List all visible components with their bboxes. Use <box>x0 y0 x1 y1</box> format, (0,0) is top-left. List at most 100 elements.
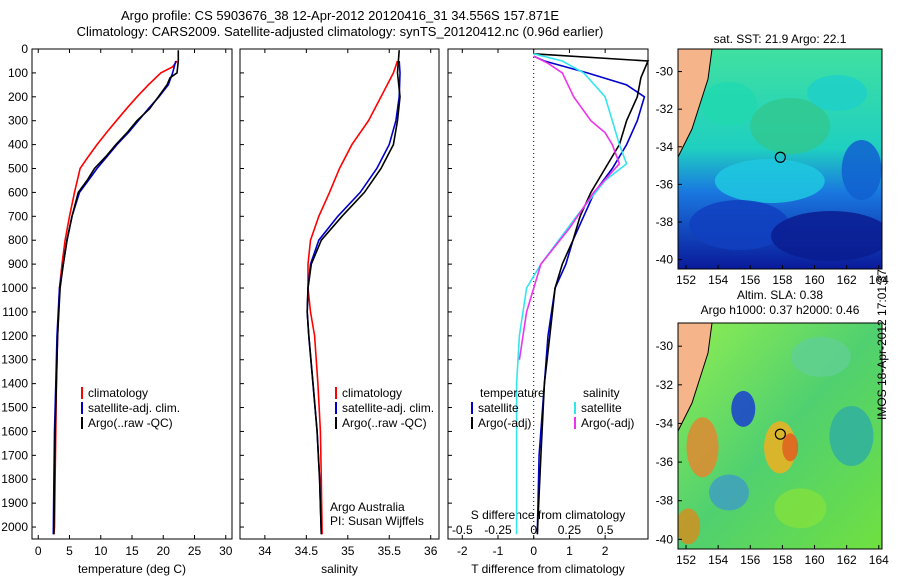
legend-entry: Argo(-adj) <box>478 416 531 430</box>
map-feature <box>750 98 831 154</box>
x-axis-label: temperature (deg C) <box>78 562 186 576</box>
map-x-tick-label: 162 <box>837 273 857 287</box>
timestamp-side-text: IMOS 18-Apr-2012 17:01:37 <box>875 269 889 420</box>
series-line-salinity-argo-adj- <box>518 55 621 360</box>
map-y-tick-label: -32 <box>656 378 674 392</box>
legend-entry: climatology <box>88 386 148 400</box>
y-tick-label: 1300 <box>1 353 28 367</box>
legend-title: salinity <box>583 386 620 400</box>
legend-entry: climatology <box>342 386 402 400</box>
map-y-tick-label: -34 <box>656 416 674 430</box>
y-tick-label: 200 <box>8 90 28 104</box>
y-tick-label: 2000 <box>1 520 28 534</box>
x-tick-label: 36 <box>424 544 438 558</box>
y-tick-label: 1800 <box>1 472 28 486</box>
y-tick-label: 1000 <box>1 281 28 295</box>
y-tick-label: 1100 <box>2 305 28 319</box>
map-y-tick-label: -38 <box>656 494 674 508</box>
map-field <box>678 49 882 269</box>
legend-entry: satellite <box>581 401 622 415</box>
map-feature <box>731 390 756 427</box>
x-tick-label: 0 <box>530 544 537 558</box>
map-y-tick-label: -40 <box>656 253 674 267</box>
map-x-tick-label: 154 <box>708 273 728 287</box>
y-tick-label: 1900 <box>1 496 28 510</box>
y-tick-label: 1500 <box>1 401 28 415</box>
panel-salinity: 34 34.5 35 35.5 36 salinity climatologysatelli… <box>239 48 440 576</box>
series-line-argo-raw-qc- <box>53 50 180 535</box>
map-feature <box>807 75 868 111</box>
x-tick-label: 34.5 <box>295 544 319 558</box>
x-tick-label: 15 <box>125 544 139 558</box>
map-feature <box>782 433 799 462</box>
map-feature <box>790 336 851 377</box>
map-y-tick-label: -36 <box>656 455 674 469</box>
x-tick-label: 5 <box>66 544 73 558</box>
legend-entry: Argo(-adj) <box>581 416 634 430</box>
map-y-tick-label: -40 <box>656 532 674 546</box>
map-y-tick-label: -30 <box>656 339 674 353</box>
map-feature <box>841 140 882 200</box>
series-line-climatology <box>307 60 399 535</box>
y-tick-label: 1400 <box>1 377 28 391</box>
map-y-tick-label: -38 <box>656 215 674 229</box>
x-axis-label: T difference from climatology <box>471 562 625 576</box>
land-mass <box>678 323 713 432</box>
x-tick-label: 2 <box>602 544 609 558</box>
map-feature <box>709 474 749 511</box>
x-tick-label: 0 <box>35 544 42 558</box>
x-tick-label: 10 <box>94 544 108 558</box>
map-feature <box>686 417 719 478</box>
y-tick-label: 100 <box>8 66 28 80</box>
map-y-tick-label: -30 <box>656 65 674 79</box>
sla-map-title-1: Altim. SLA: 0.38 <box>737 288 823 302</box>
y-tick-label: 700 <box>8 209 28 223</box>
legend-entry: Argo(..raw -QC) <box>88 416 173 430</box>
x-tick-label: 1 <box>566 544 573 558</box>
x-tick-label: 34 <box>258 544 272 558</box>
s-tick-label: -0.5 <box>452 523 473 537</box>
figure-title-line2: Climatology: CARS2009. Satellite-adjuste… <box>76 24 604 39</box>
map-x-tick-label: 152 <box>676 553 696 567</box>
map-x-tick-label: 156 <box>740 553 760 567</box>
x-tick-label: 35 <box>341 544 355 558</box>
land-mass <box>678 49 713 158</box>
map-sla_map: 152 154 156 158 160 162 164 -30 -32 -34 -36 -38 -40 A… <box>656 288 889 567</box>
series-line-argo-raw-qc- <box>306 50 401 535</box>
map-feature <box>771 211 882 261</box>
axes-box <box>31 48 233 540</box>
figure-title-line1: Argo profile: CS 5903676_38 12-Apr-2012 … <box>120 8 559 23</box>
map-x-tick-label: 154 <box>708 553 728 567</box>
legend-entry: satellite <box>478 401 519 415</box>
y-tick-label: 500 <box>8 162 28 176</box>
sst-map-title: sat. SST: 21.9 Argo: 22.1 <box>714 32 847 46</box>
map-frame <box>677 322 883 550</box>
map-y-tick-label: -36 <box>656 177 674 191</box>
map-feature <box>701 82 757 126</box>
y-tick-label: 0 <box>21 42 28 56</box>
y-tick-label: 400 <box>8 138 28 152</box>
timestamp-text: IMOS 18-Apr-2012 17:01:37 <box>875 269 889 420</box>
map-x-tick-label: 158 <box>772 273 792 287</box>
axes-box <box>447 48 649 540</box>
map-x-tick-label: 156 <box>740 273 760 287</box>
s-tick-label: -0.25 <box>484 523 512 537</box>
panel-temperature: 0 5 10 15 20 25 300100200300400500600700800900… <box>1 42 232 576</box>
x-tick-label: -2 <box>457 544 468 558</box>
map-x-tick-label: 160 <box>805 273 825 287</box>
map-feature <box>678 508 701 545</box>
map-x-tick-label: 158 <box>772 553 792 567</box>
map-x-tick-label: 162 <box>837 553 857 567</box>
map-x-tick-label: 164 <box>869 273 889 287</box>
panel-differences: -2 -1 0 1 2 T difference from climatology -0.5… <box>447 48 650 576</box>
sla-map-title-2: Argo h1000: 0.37 h2000: 0.46 <box>701 303 860 317</box>
y-tick-label: 1200 <box>1 329 28 343</box>
legend-title: temperature <box>480 386 545 400</box>
map-feature <box>689 200 790 250</box>
map-sst_map: 152 154 156 158 160 162 164 -30 -32 -34 -36 -38 -40 s… <box>656 32 889 287</box>
y-tick-label: 800 <box>8 233 28 247</box>
map-frame <box>677 48 883 270</box>
legend-entry: satellite-adj. clim. <box>88 401 180 415</box>
s-tick-label: 0.5 <box>597 523 614 537</box>
